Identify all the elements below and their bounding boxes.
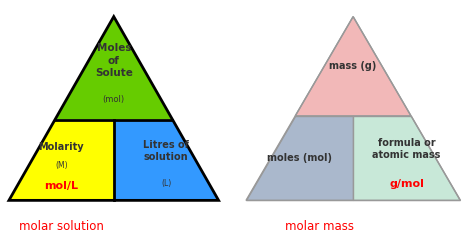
Polygon shape (295, 17, 411, 116)
Polygon shape (55, 17, 173, 120)
Text: Litres of
solution: Litres of solution (143, 140, 189, 162)
Polygon shape (114, 120, 219, 200)
Text: mol/L: mol/L (45, 181, 78, 191)
Text: Moles
of
Solute: Moles of Solute (95, 43, 133, 78)
Polygon shape (353, 116, 460, 200)
Text: (mol): (mol) (103, 95, 125, 104)
Text: (L): (L) (161, 179, 171, 188)
Polygon shape (246, 116, 353, 200)
Text: mass (g): mass (g) (329, 61, 377, 71)
Text: Molarity: Molarity (38, 142, 84, 152)
Text: (M): (M) (55, 161, 68, 170)
Text: molar mass: molar mass (284, 220, 354, 233)
Text: formula or
atomic mass: formula or atomic mass (373, 138, 441, 160)
Text: molar solution: molar solution (19, 220, 104, 233)
Text: g/mol: g/mol (389, 179, 424, 189)
Text: moles (mol): moles (mol) (267, 153, 332, 163)
Polygon shape (9, 120, 114, 200)
